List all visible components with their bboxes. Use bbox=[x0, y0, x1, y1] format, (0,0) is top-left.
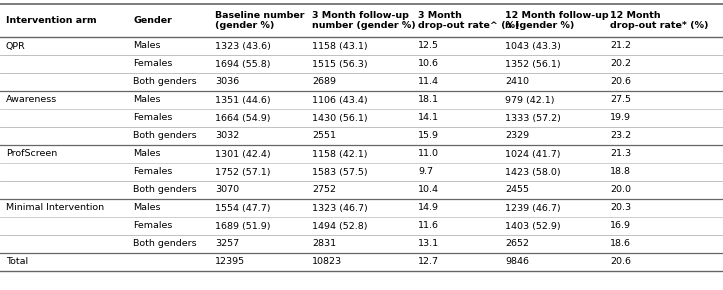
Text: 9846: 9846 bbox=[505, 258, 529, 267]
Text: 1430 (56.1): 1430 (56.1) bbox=[312, 113, 367, 122]
Text: 1689 (51.9): 1689 (51.9) bbox=[215, 222, 270, 231]
Text: Both genders: Both genders bbox=[133, 77, 197, 86]
Text: 19.9: 19.9 bbox=[610, 113, 631, 122]
Text: 18.1: 18.1 bbox=[418, 95, 439, 104]
Text: 3036: 3036 bbox=[215, 77, 239, 86]
Text: 21.2: 21.2 bbox=[610, 41, 631, 50]
Text: 3 Month
drop-out rate^ (%): 3 Month drop-out rate^ (%) bbox=[418, 11, 520, 30]
Text: Awareness: Awareness bbox=[6, 95, 57, 104]
Text: 3032: 3032 bbox=[215, 131, 239, 140]
Text: 21.3: 21.3 bbox=[610, 150, 631, 159]
Text: 1583 (57.5): 1583 (57.5) bbox=[312, 168, 367, 177]
Text: 1352 (56.1): 1352 (56.1) bbox=[505, 59, 560, 68]
Text: Intervention arm: Intervention arm bbox=[6, 16, 97, 25]
Text: 2752: 2752 bbox=[312, 186, 336, 195]
Text: 20.0: 20.0 bbox=[610, 186, 631, 195]
Text: 12.7: 12.7 bbox=[418, 258, 439, 267]
Text: Females: Females bbox=[133, 168, 172, 177]
Text: 1323 (46.7): 1323 (46.7) bbox=[312, 204, 368, 213]
Text: 2455: 2455 bbox=[505, 186, 529, 195]
Text: QPR: QPR bbox=[6, 41, 26, 50]
Text: 1752 (57.1): 1752 (57.1) bbox=[215, 168, 270, 177]
Text: 1158 (42.1): 1158 (42.1) bbox=[312, 150, 367, 159]
Text: 1351 (44.6): 1351 (44.6) bbox=[215, 95, 270, 104]
Text: 11.0: 11.0 bbox=[418, 150, 439, 159]
Text: ProfScreen: ProfScreen bbox=[6, 150, 57, 159]
Text: 1301 (42.4): 1301 (42.4) bbox=[215, 150, 270, 159]
Text: Females: Females bbox=[133, 222, 172, 231]
Text: 1239 (46.7): 1239 (46.7) bbox=[505, 204, 560, 213]
Text: 1664 (54.9): 1664 (54.9) bbox=[215, 113, 270, 122]
Text: 1403 (52.9): 1403 (52.9) bbox=[505, 222, 560, 231]
Text: 2831: 2831 bbox=[312, 240, 336, 249]
Text: 2652: 2652 bbox=[505, 240, 529, 249]
Text: 20.2: 20.2 bbox=[610, 59, 631, 68]
Text: 15.9: 15.9 bbox=[418, 131, 439, 140]
Text: Males: Males bbox=[133, 41, 161, 50]
Text: Females: Females bbox=[133, 59, 172, 68]
Text: 2551: 2551 bbox=[312, 131, 336, 140]
Text: 1515 (56.3): 1515 (56.3) bbox=[312, 59, 367, 68]
Text: 27.5: 27.5 bbox=[610, 95, 631, 104]
Text: 16.9: 16.9 bbox=[610, 222, 631, 231]
Text: 18.6: 18.6 bbox=[610, 240, 631, 249]
Text: 1494 (52.8): 1494 (52.8) bbox=[312, 222, 367, 231]
Text: 14.9: 14.9 bbox=[418, 204, 439, 213]
Text: 12395: 12395 bbox=[215, 258, 245, 267]
Text: 10.6: 10.6 bbox=[418, 59, 439, 68]
Text: Minimal Intervention: Minimal Intervention bbox=[6, 204, 104, 213]
Text: 2329: 2329 bbox=[505, 131, 529, 140]
Text: 12 Month
drop-out rate* (%): 12 Month drop-out rate* (%) bbox=[610, 11, 709, 30]
Text: 20.3: 20.3 bbox=[610, 204, 631, 213]
Text: 9.7: 9.7 bbox=[418, 168, 433, 177]
Text: 1106 (43.4): 1106 (43.4) bbox=[312, 95, 367, 104]
Text: 1333 (57.2): 1333 (57.2) bbox=[505, 113, 561, 122]
Text: Males: Males bbox=[133, 95, 161, 104]
Text: 1043 (43.3): 1043 (43.3) bbox=[505, 41, 561, 50]
Text: Both genders: Both genders bbox=[133, 240, 197, 249]
Text: 12 Month follow-up
n (gender %): 12 Month follow-up n (gender %) bbox=[505, 11, 609, 30]
Text: 1024 (41.7): 1024 (41.7) bbox=[505, 150, 560, 159]
Text: 3257: 3257 bbox=[215, 240, 239, 249]
Text: 1323 (43.6): 1323 (43.6) bbox=[215, 41, 271, 50]
Text: 10823: 10823 bbox=[312, 258, 342, 267]
Text: 1694 (55.8): 1694 (55.8) bbox=[215, 59, 270, 68]
Text: 20.6: 20.6 bbox=[610, 258, 631, 267]
Text: 20.6: 20.6 bbox=[610, 77, 631, 86]
Text: 979 (42.1): 979 (42.1) bbox=[505, 95, 555, 104]
Text: Males: Males bbox=[133, 204, 161, 213]
Text: 11.4: 11.4 bbox=[418, 77, 439, 86]
Text: Both genders: Both genders bbox=[133, 186, 197, 195]
Text: 1423 (58.0): 1423 (58.0) bbox=[505, 168, 560, 177]
Text: 2410: 2410 bbox=[505, 77, 529, 86]
Text: Males: Males bbox=[133, 150, 161, 159]
Text: 12.5: 12.5 bbox=[418, 41, 439, 50]
Text: Total: Total bbox=[6, 258, 28, 267]
Text: 1554 (47.7): 1554 (47.7) bbox=[215, 204, 270, 213]
Text: 11.6: 11.6 bbox=[418, 222, 439, 231]
Text: 1158 (43.1): 1158 (43.1) bbox=[312, 41, 367, 50]
Text: 2689: 2689 bbox=[312, 77, 336, 86]
Text: 13.1: 13.1 bbox=[418, 240, 439, 249]
Text: Baseline number
(gender %): Baseline number (gender %) bbox=[215, 11, 304, 30]
Text: 18.8: 18.8 bbox=[610, 168, 631, 177]
Text: 23.2: 23.2 bbox=[610, 131, 631, 140]
Text: Females: Females bbox=[133, 113, 172, 122]
Text: 3 Month follow-up
number (gender %): 3 Month follow-up number (gender %) bbox=[312, 11, 416, 30]
Text: 10.4: 10.4 bbox=[418, 186, 439, 195]
Text: 3070: 3070 bbox=[215, 186, 239, 195]
Text: 14.1: 14.1 bbox=[418, 113, 439, 122]
Text: Gender: Gender bbox=[133, 16, 172, 25]
Text: Both genders: Both genders bbox=[133, 131, 197, 140]
